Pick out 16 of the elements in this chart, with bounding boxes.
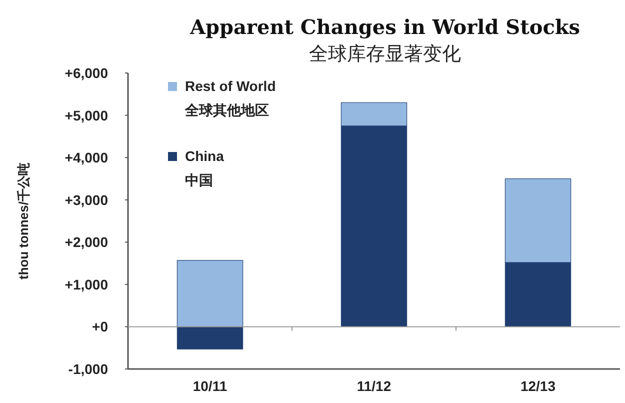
legend-label: China 中国: [185, 148, 224, 188]
y-tick-label: +2,000: [64, 234, 108, 250]
y-axis-title: thou tonnes/千公吨: [16, 162, 31, 280]
y-tick-label: +0: [92, 318, 108, 335]
y-tick-label: +3,000: [64, 192, 108, 208]
y-tick-label: +5,000: [64, 107, 108, 124]
y-tick-label: -1,000: [68, 361, 108, 377]
chart-subtitle: 全球库存显著变化: [309, 43, 461, 65]
y-tick-label: +1,000: [64, 276, 108, 292]
x-tick-label: 10/11: [192, 378, 228, 394]
y-tick-label: +4,000: [64, 150, 108, 166]
legend-label: Rest of World 全球其他地区: [184, 78, 276, 118]
chart-title: Apparent Changes in World Stocks: [188, 15, 580, 39]
x-tick-label: 12/13: [520, 378, 556, 394]
x-tick-label: 11/12: [356, 378, 392, 394]
y-tick-label: +6,000: [64, 65, 108, 81]
